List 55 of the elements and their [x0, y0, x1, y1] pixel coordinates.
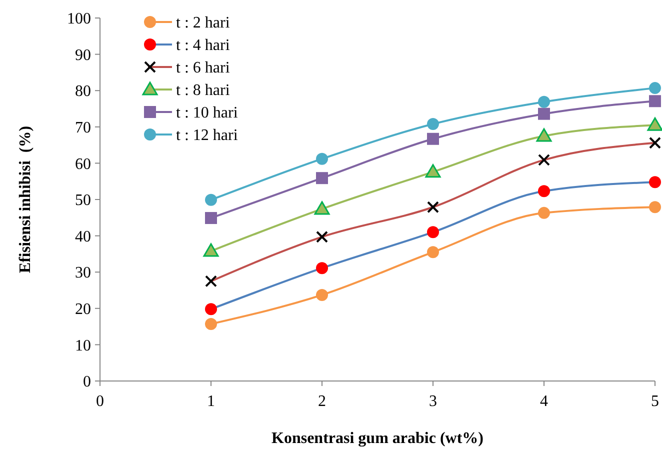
x-tick-label: 4 — [540, 393, 548, 410]
y-axis-title: Efisiensi inhibisi (%) — [17, 126, 34, 274]
point — [427, 201, 439, 214]
x-tick-label: 1 — [207, 393, 215, 410]
point — [316, 172, 328, 184]
y-tick-label: 30 — [75, 264, 91, 282]
point — [538, 185, 550, 198]
y-tick-label: 60 — [75, 156, 91, 173]
point — [205, 303, 217, 316]
point — [427, 118, 439, 130]
legend-label: t : 8 hari — [176, 82, 230, 100]
y-tick-label: 40 — [75, 228, 91, 246]
point — [205, 318, 217, 330]
legend-label: t : 4 hari — [176, 37, 230, 54]
x-axis-title: Konsentrasi gum arabic (wt%) — [272, 430, 484, 447]
y-tick-label: 80 — [75, 83, 91, 100]
y-tick-label: 0 — [83, 374, 91, 391]
x-tick-label: 0 — [96, 393, 104, 410]
legend-label: t : 6 hari — [176, 60, 230, 77]
point — [647, 117, 662, 131]
point — [649, 201, 661, 214]
point — [205, 194, 217, 206]
y-tick-label: 20 — [75, 301, 91, 318]
y-tick-label: 100 — [67, 10, 91, 28]
point — [427, 132, 439, 145]
x-tick-label: 2 — [318, 393, 326, 410]
point — [649, 176, 661, 188]
point — [316, 230, 328, 243]
y-tick-label: 90 — [75, 46, 91, 64]
point — [649, 136, 661, 149]
point — [316, 262, 328, 274]
legend-label: t : 10 hari — [176, 104, 238, 122]
y-tick-label: 10 — [75, 337, 91, 354]
legend-label: t : 12 hari — [176, 127, 238, 144]
point — [649, 95, 661, 108]
legend-label: t : 2 hari — [176, 14, 230, 32]
point — [649, 82, 661, 94]
y-tick-label: 70 — [75, 120, 91, 136]
point — [427, 246, 439, 258]
x-tick-label: 5 — [651, 393, 659, 410]
point — [316, 152, 328, 165]
point — [425, 164, 441, 178]
point — [203, 243, 219, 257]
point — [538, 108, 550, 120]
x-tick-label: 3 — [429, 393, 437, 410]
point — [538, 96, 550, 108]
point — [205, 275, 217, 288]
point — [316, 288, 328, 301]
point — [205, 212, 217, 224]
point — [314, 201, 330, 215]
point — [427, 226, 439, 238]
point — [536, 128, 552, 142]
y-tick-label: 50 — [75, 192, 91, 210]
point — [538, 206, 550, 219]
point — [538, 154, 550, 166]
